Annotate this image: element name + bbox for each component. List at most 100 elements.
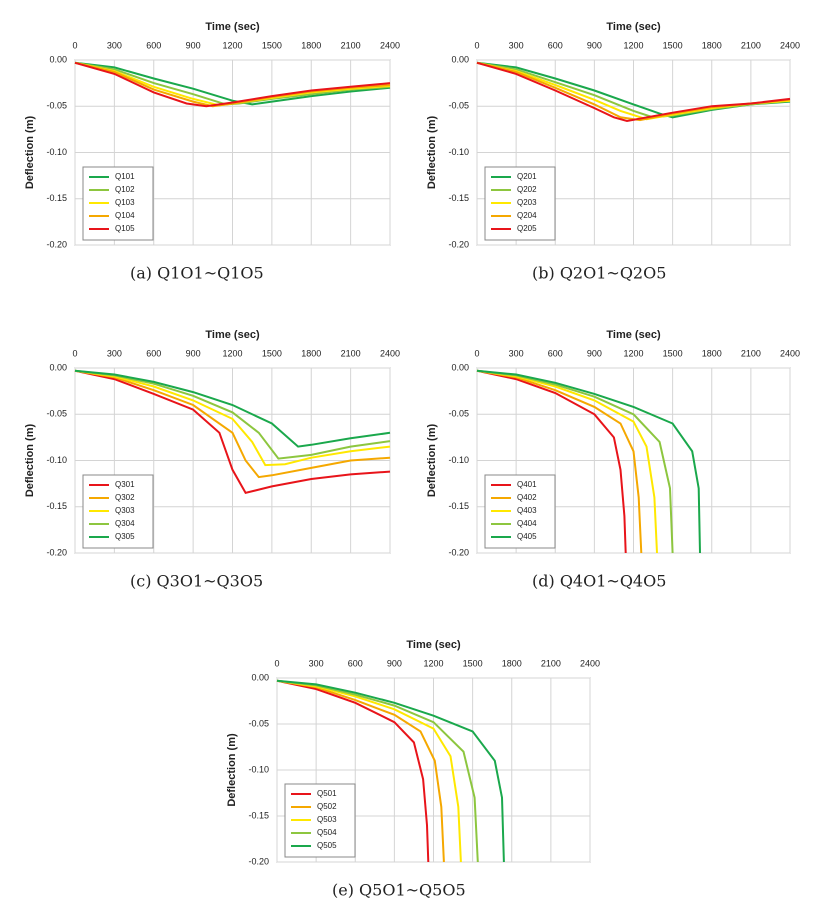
legend-label: Q302 <box>115 493 135 502</box>
series-line <box>476 369 674 554</box>
x-tick-label: 900 <box>186 348 201 358</box>
x-tick-label: 2100 <box>741 348 761 358</box>
x-tick-label: 2400 <box>780 348 800 358</box>
y-tick-label: -0.10 <box>46 455 67 465</box>
x-tick-label: 600 <box>548 348 563 358</box>
series-line <box>74 369 391 495</box>
y-axis-title: Deflection (m) <box>426 115 438 189</box>
legend-label: Q204 <box>517 211 537 220</box>
series-line <box>276 679 479 863</box>
x-tick-label: 1500 <box>262 348 282 358</box>
x-tick-label: 2400 <box>380 40 400 50</box>
chart-caption: (a) Q1O1~Q1O5 <box>130 264 264 283</box>
chart: 0 300 600 900 1200 1500 1800 2100 2400 0.00 -0.05 -… <box>426 21 800 283</box>
y-tick-label: -0.05 <box>46 101 67 111</box>
legend-label: Q401 <box>517 480 537 489</box>
x-tick-label: 300 <box>107 40 122 50</box>
chart-caption: (d) Q4O1~Q4O5 <box>532 572 666 591</box>
chart: 0 300 600 900 1200 1500 1800 2100 2400 0.00 -0.05 -… <box>426 329 800 591</box>
x-tick-label: 600 <box>146 348 161 358</box>
legend-label: Q104 <box>115 211 135 220</box>
y-axis-title: Deflection (m) <box>24 115 36 189</box>
legend-label: Q403 <box>517 506 537 515</box>
chart: 0 300 600 900 1200 1500 1800 2100 2400 0.00 -0.05 -… <box>226 639 600 900</box>
x-axis-title: Time (sec) <box>606 21 661 33</box>
x-tick-label: 0 <box>474 40 479 50</box>
y-tick-label: -0.10 <box>448 147 469 157</box>
x-tick-label: 1200 <box>423 658 443 668</box>
legend-label: Q105 <box>115 224 135 233</box>
series-line <box>276 679 462 863</box>
legend-label: Q501 <box>317 789 337 798</box>
series-line <box>74 369 391 460</box>
y-tick-label: -0.10 <box>46 147 67 157</box>
legend-label: Q103 <box>115 198 135 207</box>
series-line <box>74 369 391 479</box>
x-tick-label: 1800 <box>702 348 722 358</box>
legend-label: Q101 <box>115 172 135 181</box>
y-tick-label: -0.05 <box>448 101 469 111</box>
x-tick-label: 1800 <box>502 658 522 668</box>
x-tick-label: 1800 <box>301 348 321 358</box>
chart: 0 300 600 900 1200 1500 1800 2100 2400 0.00 -0.05 -… <box>24 329 400 591</box>
series-line <box>476 369 701 554</box>
x-tick-label: 2100 <box>341 348 361 358</box>
chart-caption: (b) Q2O1~Q2O5 <box>532 264 666 283</box>
x-tick-label: 0 <box>474 348 479 358</box>
series-line <box>476 369 627 554</box>
x-axis-title: Time (sec) <box>205 329 260 341</box>
y-tick-label: -0.20 <box>448 547 469 557</box>
y-tick-label: 0.00 <box>451 362 469 372</box>
legend-label: Q504 <box>317 828 337 837</box>
x-tick-label: 300 <box>107 348 122 358</box>
y-tick-label: -0.10 <box>248 764 269 774</box>
series-line <box>276 679 505 863</box>
x-axis-title: Time (sec) <box>406 639 461 651</box>
y-tick-label: -0.05 <box>448 409 469 419</box>
x-tick-label: 2100 <box>541 658 561 668</box>
x-tick-label: 300 <box>309 658 324 668</box>
y-tick-label: -0.15 <box>448 501 469 511</box>
series-line <box>476 369 643 554</box>
y-tick-label: -0.20 <box>46 239 67 249</box>
x-tick-label: 300 <box>509 40 524 50</box>
legend-label: Q201 <box>517 172 537 181</box>
x-tick-label: 1200 <box>623 40 643 50</box>
x-tick-label: 900 <box>587 348 602 358</box>
y-tick-label: -0.20 <box>248 856 269 866</box>
y-tick-label: -0.20 <box>448 239 469 249</box>
legend-label: Q503 <box>317 815 337 824</box>
x-tick-label: 2100 <box>341 40 361 50</box>
x-tick-label: 1200 <box>222 348 242 358</box>
x-tick-label: 900 <box>387 658 402 668</box>
y-tick-label: -0.15 <box>448 193 469 203</box>
legend-label: Q404 <box>517 519 537 528</box>
y-tick-label: 0.00 <box>451 54 469 64</box>
y-tick-label: -0.05 <box>46 409 67 419</box>
x-tick-label: 600 <box>348 658 363 668</box>
y-tick-label: -0.10 <box>448 455 469 465</box>
legend-label: Q502 <box>317 802 337 811</box>
x-tick-label: 300 <box>509 348 524 358</box>
x-tick-label: 1200 <box>222 40 242 50</box>
y-axis-title: Deflection (m) <box>226 733 238 807</box>
legend-label: Q205 <box>517 224 537 233</box>
y-tick-label: -0.20 <box>46 547 67 557</box>
series-line <box>276 679 445 863</box>
x-tick-label: 2100 <box>741 40 761 50</box>
y-tick-label: 0.00 <box>49 362 67 372</box>
legend-label: Q402 <box>517 493 537 502</box>
legend-label: Q102 <box>115 185 135 194</box>
series-line <box>74 369 391 448</box>
series-line <box>476 61 791 123</box>
legend-label: Q304 <box>115 519 135 528</box>
x-tick-label: 1500 <box>463 658 483 668</box>
legend-label: Q301 <box>115 480 135 489</box>
chart: 0 300 600 900 1200 1500 1800 2100 2400 0.00 -0.05 -… <box>24 21 400 283</box>
y-axis-title: Deflection (m) <box>426 423 438 497</box>
legend-label: Q202 <box>517 185 537 194</box>
x-tick-label: 1500 <box>663 348 683 358</box>
chart-caption: (e) Q5O1~Q5O5 <box>332 881 466 900</box>
y-tick-label: -0.05 <box>248 718 269 728</box>
